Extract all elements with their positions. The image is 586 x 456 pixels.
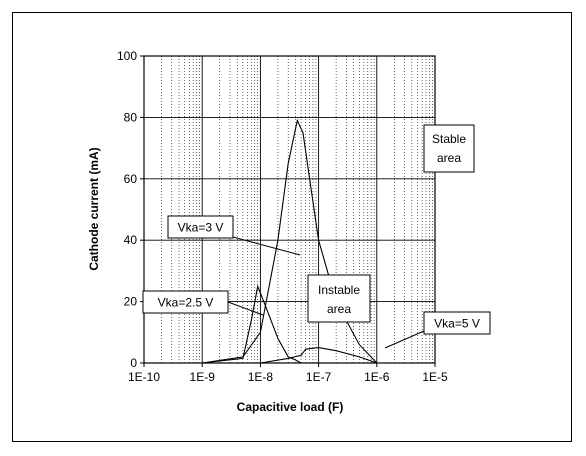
x-tick-label: 1E-10: [128, 370, 160, 384]
svg-text:Stable: Stable: [432, 132, 466, 146]
svg-text:area: area: [437, 151, 461, 165]
x-axis-title: Capacitive load (F): [237, 400, 344, 414]
y-tick-label: 60: [124, 172, 138, 186]
x-tick-label: 1E-5: [422, 370, 448, 384]
y-tick-label: 80: [124, 110, 138, 124]
annotation-vka5: Vka=5 V: [384, 311, 491, 349]
svg-text:area: area: [327, 302, 351, 316]
series-line-vka-3-v: [202, 118, 378, 364]
figure-frame: [12, 12, 572, 442]
y-tick-label: 40: [124, 233, 138, 247]
y-tick-label: 0: [130, 356, 137, 370]
y-tick-labels: 0 20 40 60 80 100: [117, 49, 144, 370]
y-axis-title: Cathode current (mA): [87, 147, 101, 270]
y-tick-label: 20: [124, 295, 138, 309]
svg-text:Instable: Instable: [318, 283, 360, 297]
y-tick-label: 100: [117, 49, 137, 63]
annotation-vka3: Vka=3 V: [167, 215, 301, 256]
annotation-stable-area: Stable area: [423, 124, 475, 173]
x-tick-label: 1E-8: [248, 370, 274, 384]
svg-text:Vka=2.5 V: Vka=2.5 V: [158, 296, 214, 310]
series-lines: [202, 118, 378, 364]
x-tick-label: 1E-6: [364, 370, 390, 384]
svg-text:Vka=5 V: Vka=5 V: [434, 317, 480, 331]
x-tick-labels: 1E-10 1E-9 1E-8 1E-7 1E-6 1E-5: [128, 363, 448, 384]
major-grid: [143, 55, 436, 364]
series-line-vka-2-5-v: [202, 284, 302, 364]
plot-area-border: [143, 55, 436, 364]
annotation-vka25: Vka=2.5 V: [142, 290, 264, 316]
annotation-instable-area: Instable area: [307, 274, 371, 323]
svg-text:Vka=3 V: Vka=3 V: [178, 221, 224, 235]
x-tick-label: 1E-9: [190, 370, 216, 384]
x-tick-label: 1E-7: [306, 370, 332, 384]
series-line-vka-5-v: [260, 347, 377, 364]
